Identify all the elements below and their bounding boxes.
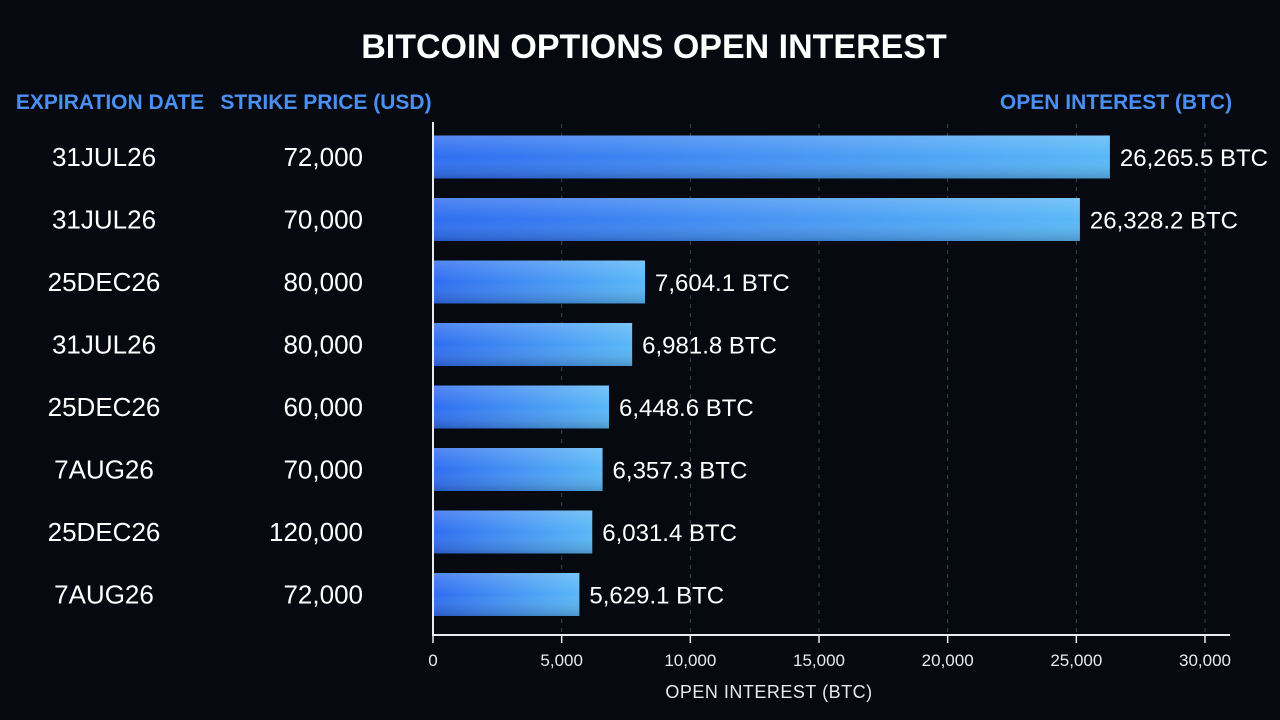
expiration-date-6: 7AUG26 — [54, 455, 154, 485]
column-header-expiration: EXPIRATION DATE — [16, 91, 204, 114]
bar-value-label-3: 7,604.1 BTC — [655, 270, 790, 297]
bar-shading-5 — [434, 385, 609, 429]
x-tick-label-10000: 10,000 — [664, 651, 716, 670]
column-header-open-interest: OPEN INTEREST (BTC) — [1000, 91, 1232, 114]
bar-shading-3 — [434, 260, 646, 304]
strike-price-4: 80,000 — [283, 330, 363, 360]
expiration-date-2: 31JUL26 — [52, 205, 156, 235]
strike-price-2: 70,000 — [283, 205, 363, 235]
x-tick-label-30000: 30,000 — [1179, 651, 1231, 670]
expiration-date-8: 7AUG26 — [54, 580, 154, 610]
bar-shading-7 — [434, 510, 593, 554]
bar-value-label-4: 6,981.8 BTC — [642, 333, 777, 360]
bar-value-label-8: 5,629.1 BTC — [589, 583, 724, 610]
strike-price-3: 80,000 — [283, 267, 363, 297]
bar-value-label-2: 26,328.2 BTC — [1090, 208, 1238, 235]
bar-shading-4 — [434, 323, 633, 366]
x-tick-label-5000: 5,000 — [540, 651, 583, 670]
strike-price-7: 120,000 — [269, 517, 363, 547]
x-axis-ticks: 0 5,000 10,000 15,000 20,000 25,000 30,000 — [428, 635, 1231, 670]
bar-shading-1 — [434, 135, 1110, 179]
strike-price-1: 72,000 — [283, 142, 363, 172]
bar-shading-6 — [434, 448, 603, 491]
x-tick-label-15000: 15,000 — [793, 651, 845, 670]
expiration-date-3: 25DEC26 — [48, 267, 161, 297]
bar-shading-2 — [434, 198, 1080, 241]
x-tick-label-20000: 20,000 — [922, 651, 974, 670]
bar-shading-8 — [434, 573, 580, 616]
bar-value-label-1: 26,265.5 BTC — [1120, 145, 1268, 172]
bars: 26,265.5 BTC 26,328.2 BTC 7,604.1 BTC 6,981… — [434, 135, 1268, 616]
expiration-date-7: 25DEC26 — [48, 517, 161, 547]
bar-value-label-5: 6,448.6 BTC — [619, 395, 754, 422]
strike-price-6: 70,000 — [283, 455, 363, 485]
strike-price-5: 60,000 — [283, 392, 363, 422]
column-header-strike: STRIKE PRICE (USD) — [220, 91, 431, 114]
strike-price-8: 72,000 — [283, 580, 363, 610]
x-tick-label-0: 0 — [428, 651, 437, 670]
chart-title: BITCOIN OPTIONS OPEN INTEREST — [361, 28, 947, 66]
row-labels: 31JUL26 72,000 31JUL26 70,000 25DEC26 80,000 3… — [48, 142, 363, 610]
expiration-date-5: 25DEC26 — [48, 392, 161, 422]
x-axis-label: OPEN INTEREST (BTC) — [665, 682, 872, 702]
expiration-date-1: 31JUL26 — [52, 142, 156, 172]
expiration-date-4: 31JUL26 — [52, 330, 156, 360]
bar-value-label-7: 6,031.4 BTC — [602, 520, 737, 547]
bar-value-label-6: 6,357.3 BTC — [613, 458, 748, 485]
x-tick-label-25000: 25,000 — [1050, 651, 1102, 670]
